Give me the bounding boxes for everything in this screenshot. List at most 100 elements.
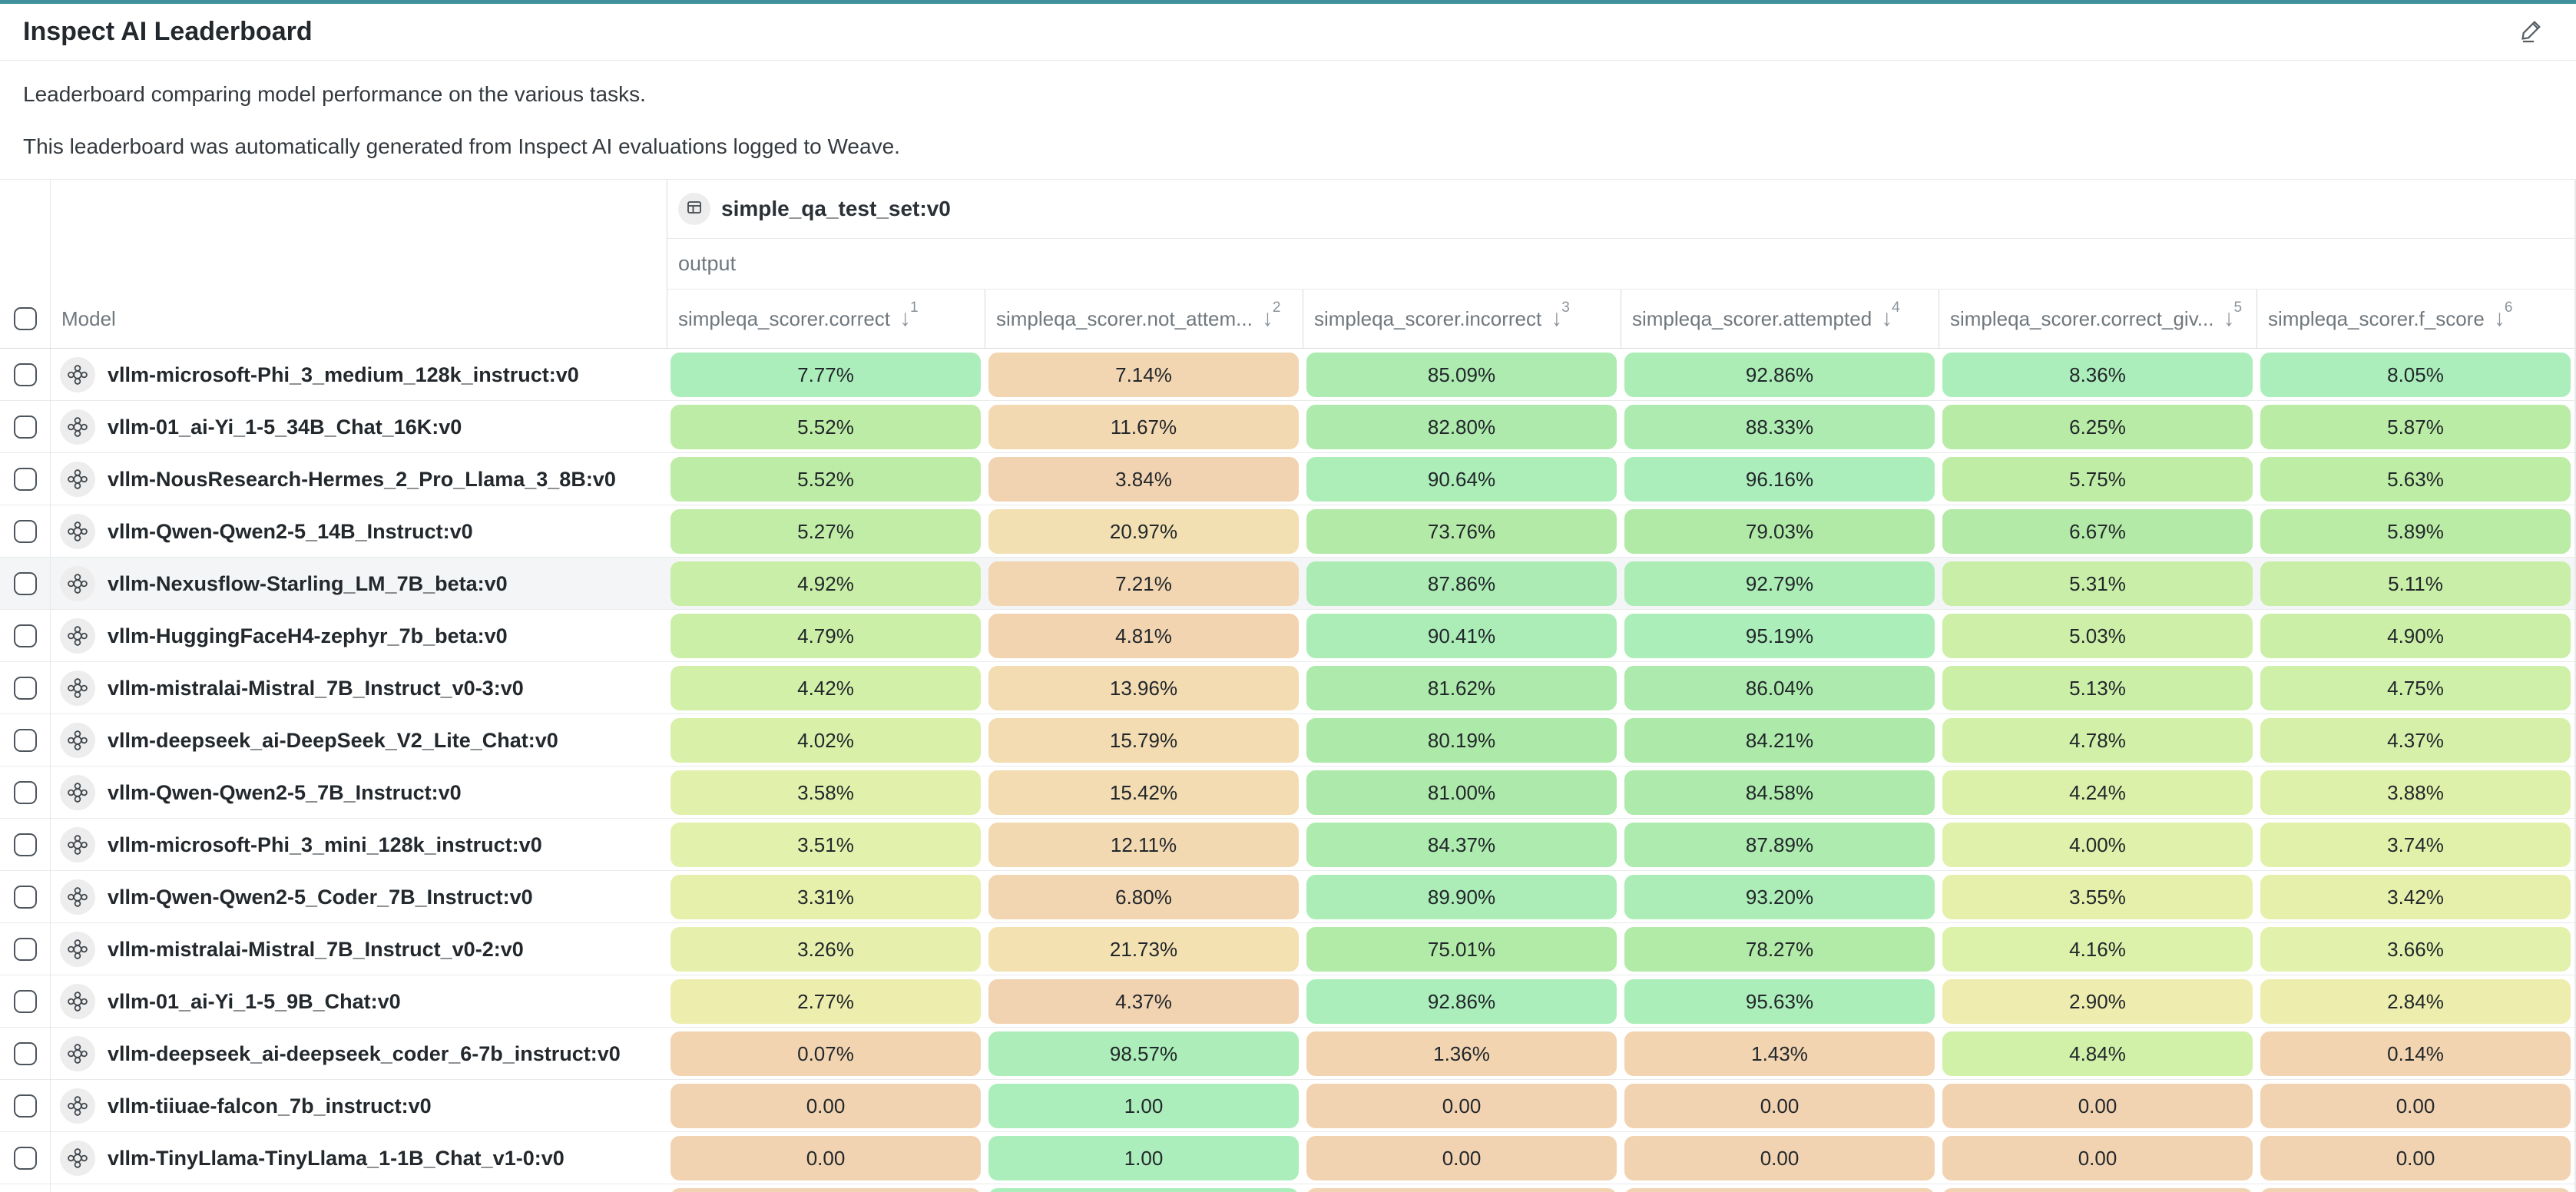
model-name-link[interactable]: vllm-01_ai-Yi_1-5_9B_Chat:v0 bbox=[108, 989, 401, 1013]
table-row: vllm-mistralai-Mistral_7B_Instruct_v0-2:… bbox=[0, 923, 2574, 975]
model-cell: vllm-mistralai-Mistral_7B_Instruct_v0-2:… bbox=[51, 923, 667, 975]
model-name-link[interactable]: vllm-tiiuae-falcon_7b_instruct:v0 bbox=[108, 1094, 432, 1118]
row-checkbox[interactable] bbox=[13, 363, 37, 386]
row-checkbox[interactable] bbox=[13, 886, 37, 909]
row-checkbox[interactable] bbox=[13, 624, 37, 647]
score-pill: 4.37% bbox=[988, 979, 1299, 1024]
score-pill: 3.55% bbox=[1942, 875, 2253, 919]
sort-control[interactable]: ↓ 5 bbox=[2223, 300, 2243, 330]
column-header-2[interactable]: simpleqa_scorer.not_attem... ↓ 2 bbox=[985, 290, 1303, 348]
row-checkbox[interactable] bbox=[13, 1147, 37, 1170]
row-checkbox[interactable] bbox=[13, 990, 37, 1013]
score-cell: 5.31% bbox=[1939, 558, 2256, 610]
score-pill: 0.00 bbox=[670, 1084, 981, 1128]
model-nodes-icon bbox=[60, 879, 95, 915]
column-header-5[interactable]: simpleqa_scorer.correct_giv... ↓ 5 bbox=[1939, 290, 2256, 348]
score-cell: 4.81% bbox=[985, 610, 1303, 662]
model-name-link[interactable]: vllm-Qwen-Qwen2-5_7B_Instruct:v0 bbox=[108, 780, 462, 804]
column-header-label: simpleqa_scorer.attempted bbox=[1632, 306, 1872, 330]
model-name-link[interactable]: vllm-mistralai-Mistral_7B_Instruct_v0-2:… bbox=[108, 937, 524, 961]
score-cell: 15.42% bbox=[985, 767, 1303, 819]
model-name-link[interactable]: vllm-HuggingFaceH4-zephyr_7b_beta:v0 bbox=[108, 624, 508, 647]
score-pill: 4.00% bbox=[1942, 823, 2253, 867]
model-name-link[interactable]: vllm-microsoft-Phi_3_mini_128k_instruct:… bbox=[108, 833, 542, 856]
score-pill: 92.86% bbox=[1306, 979, 1617, 1024]
column-header-6[interactable]: simpleqa_scorer.f_score ↓ 6 bbox=[2256, 290, 2574, 348]
score-pill: 7.14% bbox=[988, 353, 1299, 397]
row-checkbox[interactable] bbox=[13, 572, 37, 595]
dataset-name: simple_qa_test_set:v0 bbox=[721, 197, 951, 220]
column-header-4[interactable]: simpleqa_scorer.attempted ↓ 4 bbox=[1621, 290, 1939, 348]
score-pill: 84.37% bbox=[1306, 823, 1617, 867]
model-nodes-icon bbox=[60, 566, 95, 601]
row-checkbox[interactable] bbox=[13, 729, 37, 752]
score-cell: 4.84% bbox=[1939, 1028, 2256, 1080]
score-pill: 96.16% bbox=[1624, 457, 1935, 502]
score-pill bbox=[2260, 1188, 2571, 1192]
score-cell bbox=[2256, 1184, 2574, 1192]
model-name-link[interactable]: vllm-deepseek_ai-DeepSeek_V2_Lite_Chat:v… bbox=[108, 728, 558, 752]
model-name-link[interactable]: vllm-Nexusflow-Starling_LM_7B_beta:v0 bbox=[108, 571, 508, 595]
column-header-label: simpleqa_scorer.incorrect bbox=[1314, 306, 1542, 330]
column-header-3[interactable]: simpleqa_scorer.incorrect ↓ 3 bbox=[1303, 290, 1621, 348]
score-cell: 1.00 bbox=[985, 1080, 1303, 1132]
score-cell: 90.64% bbox=[1303, 453, 1621, 505]
model-name-link[interactable]: vllm-NousResearch-Hermes_2_Pro_Llama_3_8… bbox=[108, 467, 616, 491]
score-cell: 3.42% bbox=[2256, 871, 2574, 923]
row-checkbox[interactable] bbox=[13, 833, 37, 856]
model-name-link[interactable]: vllm-TinyLlama-TinyLlama_1-1B_Chat_v1-0:… bbox=[108, 1146, 565, 1170]
score-pill: 3.26% bbox=[670, 927, 981, 972]
edit-button[interactable] bbox=[2515, 15, 2548, 49]
score-pill: 4.81% bbox=[988, 614, 1299, 658]
model-name-link[interactable]: vllm-Qwen-Qwen2-5_14B_Instruct:v0 bbox=[108, 519, 473, 543]
dataset-group-cell: simple_qa_test_set:v0 bbox=[667, 180, 2574, 239]
row-checkbox-cell bbox=[0, 1132, 51, 1184]
sort-control[interactable]: ↓ 2 bbox=[1262, 300, 1282, 330]
score-cell: 95.63% bbox=[1621, 975, 1939, 1028]
row-checkbox[interactable] bbox=[13, 677, 37, 700]
score-pill: 3.88% bbox=[2260, 770, 2571, 815]
score-cell: 98.57% bbox=[985, 1028, 1303, 1080]
score-cell: 96.16% bbox=[1621, 453, 1939, 505]
score-cell: 15.79% bbox=[985, 714, 1303, 767]
model-cell: vllm-TinyLlama-TinyLlama_1-1B_Chat_v1-0:… bbox=[51, 1132, 667, 1184]
score-pill: 92.86% bbox=[1624, 353, 1935, 397]
score-cell: 84.37% bbox=[1303, 819, 1621, 871]
row-checkbox[interactable] bbox=[13, 781, 37, 804]
row-checkbox[interactable] bbox=[13, 416, 37, 439]
model-name-link[interactable]: vllm-01_ai-Yi_1-5_34B_Chat_16K:v0 bbox=[108, 415, 462, 439]
score-cell: 3.26% bbox=[667, 923, 985, 975]
sort-control[interactable]: ↓ 4 bbox=[1881, 300, 1901, 330]
model-nodes-icon bbox=[60, 409, 95, 445]
row-checkbox[interactable] bbox=[13, 1094, 37, 1118]
model-cell: vllm-microsoft-Phi_3_mini_128k_instruct:… bbox=[51, 819, 667, 871]
table-row: vllm-deepseek_ai-DeepSeek_V2_Lite_Chat:v… bbox=[0, 714, 2574, 767]
sort-control[interactable]: ↓ 3 bbox=[1551, 300, 1571, 330]
sort-control[interactable]: ↓ 6 bbox=[2494, 300, 2514, 330]
score-cell: 5.52% bbox=[667, 453, 985, 505]
row-checkbox[interactable] bbox=[13, 1042, 37, 1065]
sort-control[interactable]: ↓ 1 bbox=[899, 300, 919, 330]
score-cell: 4.75% bbox=[2256, 662, 2574, 714]
select-all-checkbox[interactable] bbox=[13, 307, 37, 330]
score-pill: 1.00 bbox=[988, 1084, 1299, 1128]
score-pill: 90.41% bbox=[1306, 614, 1617, 658]
score-pill: 0.07% bbox=[670, 1031, 981, 1076]
score-pill: 8.36% bbox=[1942, 353, 2253, 397]
model-nodes-icon bbox=[60, 1141, 95, 1176]
score-cell: 73.76% bbox=[1303, 505, 1621, 558]
score-pill: 81.00% bbox=[1306, 770, 1617, 815]
row-checkbox[interactable] bbox=[13, 520, 37, 543]
score-pill: 98.57% bbox=[988, 1031, 1299, 1076]
model-name-link[interactable]: vllm-mistralai-Mistral_7B_Instruct_v0-3:… bbox=[108, 676, 524, 700]
model-name-link[interactable]: vllm-microsoft-Phi_3_medium_128k_instruc… bbox=[108, 363, 579, 386]
row-checkbox[interactable] bbox=[13, 938, 37, 961]
row-checkbox[interactable] bbox=[13, 468, 37, 491]
model-name-link[interactable]: vllm-Qwen-Qwen2-5_Coder_7B_Instruct:v0 bbox=[108, 885, 533, 909]
score-pill: 82.80% bbox=[1306, 405, 1617, 449]
model-nodes-icon bbox=[60, 357, 95, 392]
score-pill: 2.90% bbox=[1942, 979, 2253, 1024]
model-cell: vllm-Qwen-Qwen2-5_7B_Instruct:v0 bbox=[51, 767, 667, 819]
model-name-link[interactable]: vllm-deepseek_ai-deepseek_coder_6-7b_ins… bbox=[108, 1041, 621, 1065]
column-header-1[interactable]: simpleqa_scorer.correct ↓ 1 bbox=[667, 290, 985, 348]
